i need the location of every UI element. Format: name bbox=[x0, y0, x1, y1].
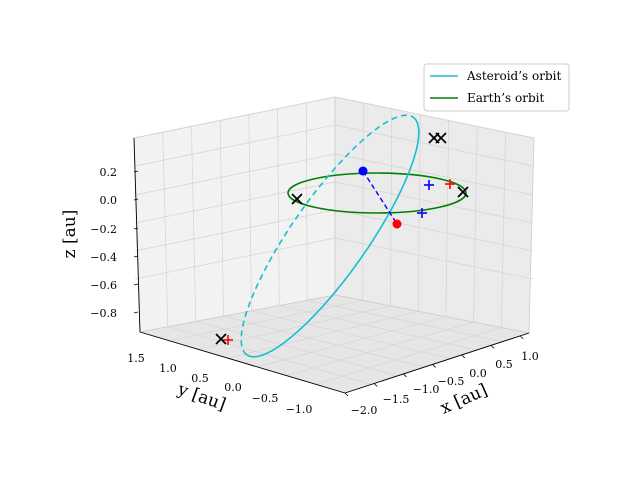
grid-line-v-left bbox=[219, 120, 224, 317]
y-tick-label: −1.0 bbox=[286, 403, 313, 416]
legend-label-asteroid: Asteroid’s orbit bbox=[466, 69, 561, 83]
y-tick-label: 1.0 bbox=[159, 362, 177, 375]
grid-line-z-right bbox=[334, 124, 534, 167]
grid-line-z-right bbox=[334, 237, 534, 280]
black-x-marker bbox=[291, 193, 303, 205]
earth-orbit bbox=[287, 172, 467, 214]
x-tick-mark bbox=[344, 392, 349, 397]
grid-line-floor-a bbox=[167, 326, 372, 385]
grid-line-z-left bbox=[134, 237, 336, 280]
x-tick-label: 0.0 bbox=[469, 367, 487, 380]
x-tick-mark bbox=[461, 354, 466, 359]
y-tick-label: −0.5 bbox=[252, 392, 279, 405]
grid-line-v-left bbox=[248, 114, 252, 311]
grid-lines bbox=[134, 96, 534, 385]
grid-line-floor-b bbox=[315, 327, 502, 385]
grid-line-floor-a bbox=[307, 299, 503, 342]
z-tick-label: −0.4 bbox=[90, 251, 117, 264]
grid-line-v-right bbox=[473, 126, 478, 323]
y-axis-line bbox=[139, 331, 346, 394]
legend-label-earth: Earth’s orbit bbox=[467, 91, 544, 105]
grid-line-v-right bbox=[362, 102, 364, 301]
grid-line-v-left bbox=[305, 102, 308, 301]
legend-box bbox=[423, 63, 570, 112]
grid-line-floor-b bbox=[286, 321, 474, 376]
x-tick-mark bbox=[403, 373, 407, 378]
grid-line-z-right bbox=[334, 181, 534, 224]
z-tick-label: 0.0 bbox=[100, 194, 118, 207]
z-tick-mark bbox=[133, 311, 139, 314]
grid-line-v-right bbox=[390, 108, 393, 306]
grid-line-floor-a bbox=[223, 315, 424, 368]
orbits bbox=[240, 114, 467, 358]
asteroid-orbit-front bbox=[246, 116, 420, 358]
x-axis-line bbox=[344, 332, 530, 394]
grid-line-floor-a bbox=[279, 305, 477, 351]
black-x-marker bbox=[435, 132, 447, 144]
z-tick-label: −0.6 bbox=[90, 279, 117, 292]
markers bbox=[215, 132, 469, 345]
z-tick-mark bbox=[133, 170, 139, 173]
x-tick-mark bbox=[519, 335, 524, 340]
z-tick-mark bbox=[133, 283, 139, 286]
grid-line-v-left bbox=[277, 108, 280, 306]
tick-labels: −2.0−1.5−1.0−0.50.00.51.01.51.00.50.0−0.… bbox=[90, 166, 538, 417]
z-tick-label: 0.2 bbox=[100, 166, 118, 179]
grid-line-floor-b bbox=[169, 300, 363, 342]
z-tick-label: −0.8 bbox=[90, 307, 117, 320]
x-tick-mark bbox=[490, 345, 495, 349]
z-tick-mark bbox=[133, 255, 139, 258]
x-tick-label: −1.5 bbox=[383, 393, 410, 406]
grid-line-floor-a bbox=[251, 310, 451, 360]
x-tick-label: 0.5 bbox=[495, 358, 513, 371]
y-tick-label: 1.5 bbox=[127, 352, 145, 365]
z-tick-mark bbox=[133, 198, 139, 201]
grid-line-z-left bbox=[134, 96, 336, 139]
grid-line-v-left bbox=[162, 132, 169, 327]
z-axis-label: z [au] bbox=[60, 210, 80, 259]
x-tick-mark bbox=[432, 364, 436, 368]
x-tick-label: 1.0 bbox=[521, 350, 539, 363]
x-tick-label: −2.0 bbox=[351, 404, 378, 417]
grid-line-floor-b bbox=[198, 305, 391, 350]
red-point bbox=[392, 219, 402, 229]
grid-line-v-right bbox=[445, 120, 450, 317]
z-tick-mark bbox=[133, 227, 139, 230]
z-tick-label: −0.2 bbox=[90, 223, 117, 236]
grid-line-floor-a bbox=[195, 321, 398, 377]
grid-line-floor-b bbox=[257, 316, 446, 368]
back-pane-right bbox=[334, 96, 535, 334]
dashed-segment bbox=[362, 170, 398, 225]
x-tick-mark bbox=[373, 383, 378, 387]
grid-line-v-right bbox=[500, 132, 506, 328]
grid-line-z-left bbox=[134, 124, 336, 167]
asteroid-orbit-back bbox=[240, 114, 414, 356]
y-tick-label: 0.5 bbox=[191, 372, 209, 385]
grid-line-z-right bbox=[334, 209, 534, 252]
x-tick-label: −0.5 bbox=[438, 375, 465, 388]
blue-point bbox=[358, 166, 368, 176]
grid-line-z-left bbox=[134, 209, 336, 252]
grid-line-v-left bbox=[191, 126, 197, 322]
grid-line-floor-b bbox=[227, 310, 419, 359]
axis-lines bbox=[133, 137, 530, 394]
grid-line-z-right bbox=[334, 153, 534, 196]
grid-line-z-left bbox=[134, 153, 336, 196]
grid-line-z-right bbox=[334, 96, 534, 139]
black-x-marker bbox=[457, 186, 469, 198]
z-axis-line bbox=[133, 137, 141, 333]
grid-line-z-left bbox=[134, 181, 336, 224]
black-x-marker bbox=[215, 333, 227, 345]
x-tick-label: −1.0 bbox=[413, 383, 440, 396]
legend: Asteroid’s orbit Earth’s orbit bbox=[423, 63, 570, 112]
y-tick-label: 0.0 bbox=[224, 381, 242, 394]
